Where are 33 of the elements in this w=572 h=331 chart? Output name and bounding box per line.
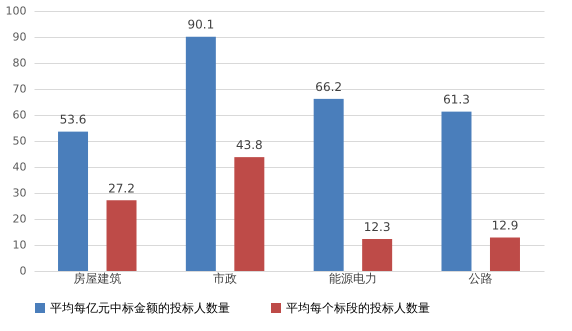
y-tick-label: 90 — [12, 30, 26, 44]
data-label: 43.8 — [236, 138, 263, 152]
y-tick-label: 60 — [12, 108, 26, 122]
y-tick-label: 100 — [6, 4, 26, 18]
y-tick-label: 80 — [12, 56, 26, 70]
x-tick-label: 公路 — [468, 272, 493, 286]
bar — [490, 237, 520, 271]
bar — [314, 98, 344, 271]
data-label: 66.2 — [315, 80, 342, 94]
legend-label: 平均每亿元中标金额的投标人数量 — [50, 301, 230, 315]
y-tick-label: 20 — [12, 212, 26, 226]
data-label: 12.3 — [364, 220, 391, 234]
y-tick-label: 0 — [20, 264, 26, 278]
y-tick-label: 30 — [12, 186, 26, 200]
data-label: 53.6 — [60, 112, 86, 127]
y-tick-label: 10 — [12, 238, 26, 252]
data-label: 27.2 — [108, 181, 135, 196]
legend-label: 平均每个标段的投标人数量 — [286, 301, 430, 315]
y-tick-label: 50 — [12, 134, 26, 148]
data-label: 61.3 — [443, 92, 470, 107]
bar — [58, 132, 88, 271]
data-label: 90.1 — [187, 18, 214, 32]
x-tick-label: 房屋建筑 — [73, 272, 122, 286]
bar — [362, 239, 392, 271]
y-tick-label: 40 — [12, 160, 26, 174]
bar — [186, 36, 216, 271]
y-tick-label: 70 — [12, 82, 26, 96]
bar — [234, 157, 264, 271]
bar — [106, 200, 137, 271]
x-tick-label: 市政 — [213, 272, 238, 286]
data-label: 12.9 — [492, 218, 518, 232]
bar — [441, 112, 472, 271]
x-tick-label: 能源电力 — [328, 272, 377, 286]
